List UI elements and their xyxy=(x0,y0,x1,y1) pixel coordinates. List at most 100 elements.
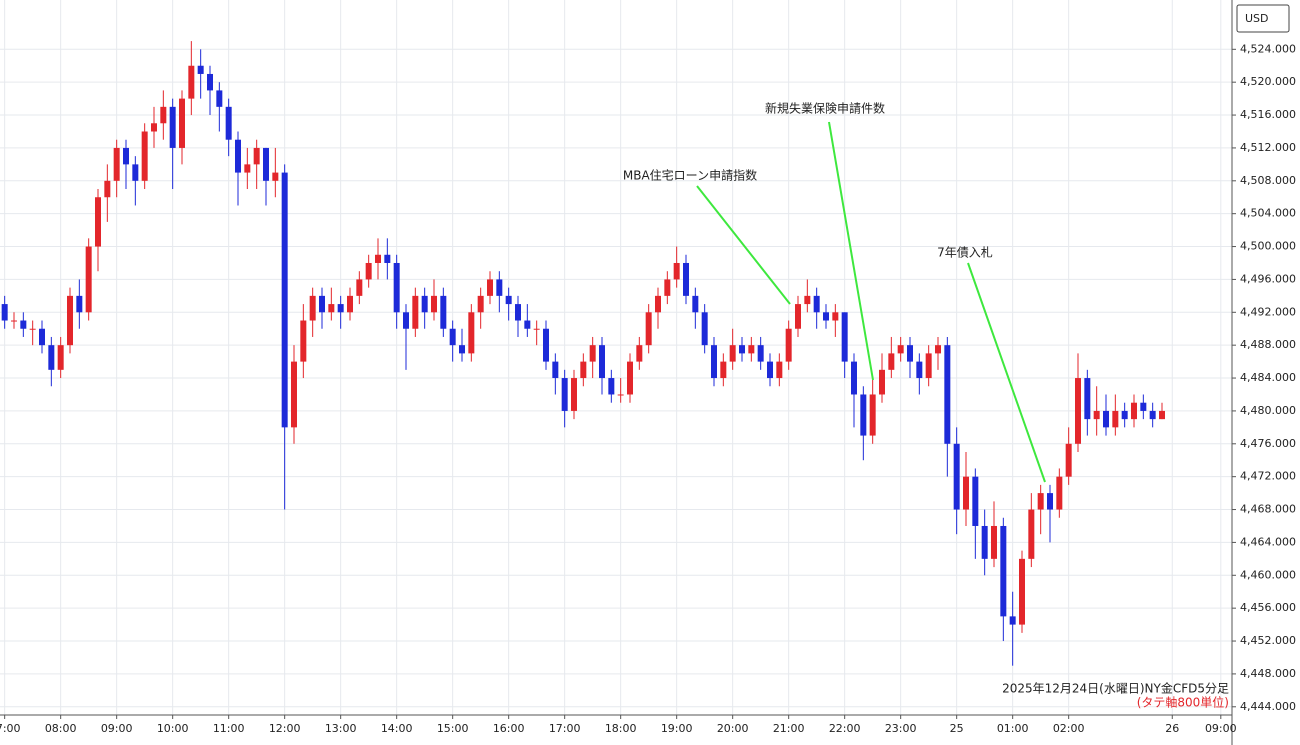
candle-body xyxy=(767,361,773,379)
candle-body xyxy=(1121,410,1128,420)
x-tick-label: 18:00 xyxy=(605,722,637,735)
x-tick-label: 20:00 xyxy=(717,722,749,735)
candle-body xyxy=(879,369,885,395)
candle-body xyxy=(337,304,344,313)
annotation: MBA住宅ローン申請指数 xyxy=(623,168,757,183)
candle-body xyxy=(515,304,521,321)
candle-body xyxy=(1103,410,1109,428)
candle-body xyxy=(972,476,979,526)
candle-body xyxy=(300,320,307,362)
y-tick-label: 4,500.000 xyxy=(1240,240,1296,253)
candle-body xyxy=(188,65,195,99)
note: (タテ軸800単位) xyxy=(1137,695,1229,710)
candle-body xyxy=(328,304,335,313)
candle-body xyxy=(1075,378,1081,444)
x-tick-label: 19:00 xyxy=(661,722,693,735)
candle-body xyxy=(235,139,241,173)
candle-body xyxy=(571,378,577,411)
annotation: 7年債入札 xyxy=(937,245,993,260)
candle-body xyxy=(1159,410,1165,420)
candle-body xyxy=(347,295,353,313)
annotation-line xyxy=(967,262,1046,483)
candle-body xyxy=(253,147,260,165)
candle-body xyxy=(785,328,792,362)
x-tick-label: 01:00 xyxy=(997,722,1029,735)
annotation-line xyxy=(828,121,874,381)
candle-body xyxy=(132,164,139,181)
candle-body xyxy=(888,353,895,370)
annotation-line xyxy=(696,185,791,305)
candle-body xyxy=(365,262,372,280)
candle-body xyxy=(673,262,680,280)
candle-body xyxy=(627,361,633,395)
candle-body xyxy=(169,106,176,148)
candle-body xyxy=(179,98,185,148)
candle-body xyxy=(683,262,689,296)
candle-body xyxy=(953,443,960,510)
x-tick-label: 12:00 xyxy=(269,722,301,735)
x-tick-label: 14:00 xyxy=(381,722,413,735)
candle-body xyxy=(655,295,661,313)
x-tick-label: 22:00 xyxy=(829,722,861,735)
candle-body xyxy=(533,328,540,330)
candle-body xyxy=(113,147,120,181)
candle-body xyxy=(244,164,251,173)
candle-body xyxy=(860,394,867,436)
y-tick-label: 4,480.000 xyxy=(1240,404,1296,417)
candle-body xyxy=(39,328,45,346)
candle-body xyxy=(421,295,428,313)
x-tick-label: 10:00 xyxy=(157,722,189,735)
candle-body xyxy=(403,312,409,329)
caption: 2025年12月24日(水曜日)NY金CFD5分足 xyxy=(1002,681,1229,696)
candle-body xyxy=(496,279,503,296)
candle-body xyxy=(804,295,811,305)
candle-body xyxy=(487,279,493,296)
candle-body xyxy=(795,304,801,329)
candle-body xyxy=(1009,616,1016,625)
candle-body xyxy=(272,172,279,181)
candle-body xyxy=(608,378,615,395)
y-tick-label: 4,460.000 xyxy=(1240,568,1296,581)
candle-body xyxy=(1047,493,1053,510)
x-tick-label: 02:00 xyxy=(1053,722,1085,735)
candle-body xyxy=(916,361,923,379)
y-tick-label: 4,508.000 xyxy=(1240,174,1296,187)
x-tick-label: 15:00 xyxy=(437,722,469,735)
candle-body xyxy=(141,131,148,181)
candle-body xyxy=(720,361,727,379)
candle-body xyxy=(57,345,64,370)
candle-body xyxy=(67,295,73,346)
x-tick-label: 16:00 xyxy=(493,722,525,735)
candle-body xyxy=(207,73,213,91)
candle-body xyxy=(524,320,531,329)
annotation: 新規失業保険申請件数 xyxy=(765,101,885,116)
candle-body xyxy=(123,147,129,165)
candle-body xyxy=(449,328,456,346)
candle-body xyxy=(412,295,419,329)
candle-body xyxy=(263,147,269,181)
x-tick-label: 13:00 xyxy=(325,722,357,735)
x-tick-label: 11:00 xyxy=(213,722,245,735)
candle-body xyxy=(309,295,316,321)
y-tick-label: 4,484.000 xyxy=(1240,371,1296,384)
candle-body xyxy=(151,123,157,132)
annotations: MBA住宅ローン申請指数 新規失業保険申請件数 7年債入札 xyxy=(623,101,1046,483)
y-tick-label: 4,448.000 xyxy=(1240,667,1296,680)
candle-body xyxy=(636,345,643,362)
candle-body xyxy=(11,320,17,322)
candle-body xyxy=(291,361,297,428)
candle-body xyxy=(664,279,671,296)
candle-body xyxy=(832,312,839,321)
candle-body xyxy=(1000,525,1007,617)
candle-body xyxy=(440,295,447,329)
candle-body xyxy=(589,345,596,362)
candle-body xyxy=(29,328,36,330)
y-tick-label: 4,504.000 xyxy=(1240,207,1296,220)
candle-body xyxy=(384,254,391,263)
x-tick-label: 25 xyxy=(950,722,964,735)
candle-body xyxy=(543,328,549,362)
x-tick-label: 07:00 xyxy=(0,722,21,735)
candle-body xyxy=(599,345,605,379)
grid xyxy=(0,0,1232,715)
